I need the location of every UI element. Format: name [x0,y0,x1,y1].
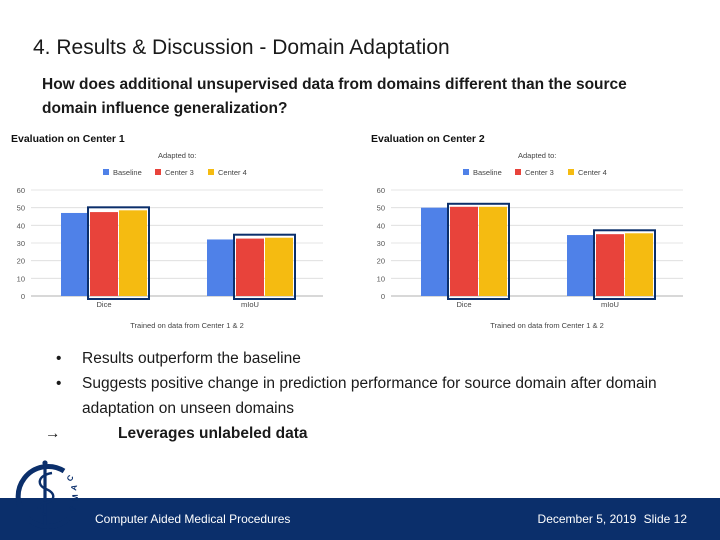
y-tick-label: 20 [377,257,385,266]
chart-svg: Evaluation on Center 2 Adapted to: Baselin… [371,133,683,330]
conclusion-line: → Leverages unlabeled data [45,421,692,446]
footer-bar: Computer Aided Medical Procedures Decemb… [0,498,720,540]
bullet-item: • Suggests positive change in prediction… [52,371,692,421]
conclusion-text: Leverages unlabeled data [118,425,308,442]
x-axis-label: Trained on data from Center 1 & 2 [130,321,244,330]
arrow-right-icon: → [45,425,61,442]
bar-center-3 [236,238,264,296]
bar-baseline [421,207,449,296]
footer-institution: Computer Aided Medical Procedures [95,512,291,526]
x-tick-label: Dice [456,300,471,309]
y-tick-label: 50 [377,204,385,213]
chart-center-1: Evaluation on Center 1 Adapted to: Baselin… [3,127,353,337]
bar-center-4 [119,210,147,296]
chart-center-2: Evaluation on Center 2 Adapted to: Baselin… [363,127,713,337]
legend-title: Adapted to: [158,151,196,160]
x-axis-label: Trained on data from Center 1 & 2 [490,321,604,330]
bar-center-4 [625,233,653,296]
bar-baseline [207,239,235,296]
legend-swatch [463,169,469,175]
highlight-box [447,202,510,300]
bar-center-4 [265,237,293,296]
y-tick-label: 60 [17,186,25,195]
logo-letter: A [69,484,79,492]
footer-slide-number: Slide 12 [643,512,687,526]
chart-svg: Evaluation on Center 1 Adapted to: Baselin… [11,133,323,330]
legend-swatch [568,169,574,175]
x-tick-label: mIoU [601,300,619,309]
y-tick-label: 0 [381,292,385,301]
y-tick-label: 10 [377,274,385,283]
legend-label: Center 4 [578,168,607,177]
y-tick-label: 50 [17,204,25,213]
y-tick-label: 0 [21,292,25,301]
y-tick-label: 10 [17,274,25,283]
legend-swatch [515,169,521,175]
legend-title: Adapted to: [518,151,556,160]
bullet-list: • Results outperform the baseline • Sugg… [45,346,692,446]
bar-center-3 [90,212,118,296]
footer-meta: December 5, 2019 Slide 12 [534,512,687,526]
y-tick-label: 60 [377,186,385,195]
logo-letter: M [71,494,80,501]
bar-center-3 [596,234,624,296]
y-tick-label: 30 [17,239,25,248]
logo-letter: P [67,504,77,512]
legend-swatch [155,169,161,175]
y-tick-label: 40 [17,221,25,230]
bullet-icon: • [56,350,62,367]
legend-label: Baseline [473,168,502,177]
chart-title: Evaluation on Center 1 [11,133,125,145]
highlight-box [87,206,150,300]
bar-center-4 [479,206,507,296]
slide-title: 4. Results & Discussion - Domain Adaptat… [33,36,450,59]
y-tick-label: 20 [17,257,25,266]
logo-letter: C [65,473,76,483]
legend-label: Center 4 [218,168,247,177]
bullet-text: Suggests positive change in prediction p… [82,375,657,417]
camp-logo-icon: C A M P [15,460,80,529]
bar-center-3 [450,206,478,296]
footer-date: December 5, 2019 [537,512,637,526]
highlight-box [593,229,656,300]
x-tick-label: mIoU [241,300,259,309]
bullet-item: • Results outperform the baseline [52,346,692,371]
legend-label: Center 3 [165,168,194,177]
bullet-text: Results outperform the baseline [82,350,301,367]
bar-baseline [567,235,595,296]
bullet-icon: • [56,375,62,392]
y-tick-label: 30 [377,239,385,248]
legend-swatch [208,169,214,175]
legend-label: Center 3 [525,168,554,177]
legend-label: Baseline [113,168,142,177]
highlight-box [233,233,296,300]
y-tick-label: 40 [377,221,385,230]
chart-title: Evaluation on Center 2 [371,133,485,145]
bar-baseline [61,212,89,296]
research-question: How does additional unsupervised data fr… [42,76,627,117]
legend-swatch [103,169,109,175]
x-tick-label: Dice [96,300,111,309]
